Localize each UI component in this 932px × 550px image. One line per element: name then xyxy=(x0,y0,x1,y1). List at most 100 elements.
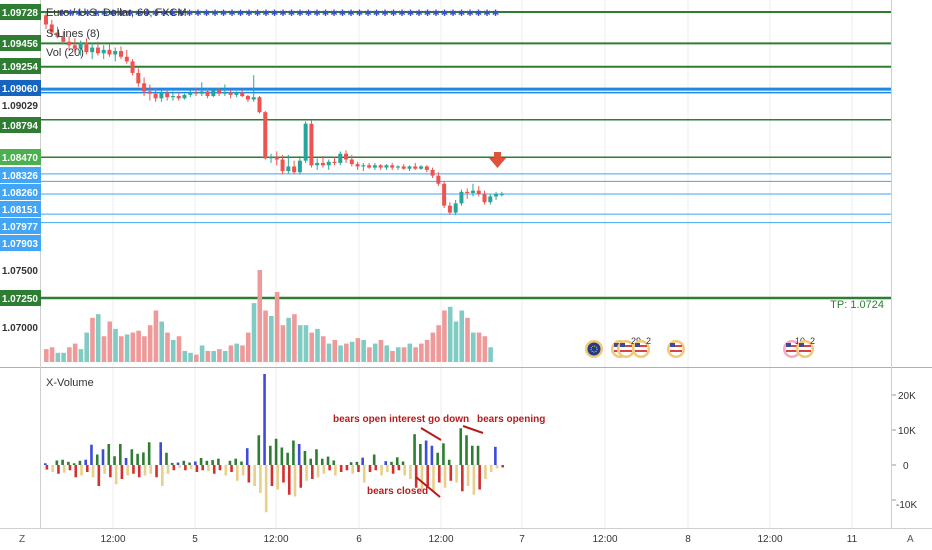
xvolume-bar-positive xyxy=(430,445,434,465)
session-marker: ✱ xyxy=(237,8,245,18)
xvolume-bar-positive xyxy=(257,435,261,465)
volume-bar xyxy=(240,345,245,362)
xvolume-bar-negative xyxy=(114,465,118,485)
session-marker: ✱ xyxy=(415,8,423,18)
xvolume-bar-positive xyxy=(384,461,388,465)
xvolume-bar-negative xyxy=(391,465,395,474)
xvolume-bar-positive xyxy=(315,449,318,465)
candle-body xyxy=(188,92,193,95)
session-marker: ✱ xyxy=(203,8,211,18)
xvolume-bar-negative xyxy=(91,465,95,478)
volume-bar xyxy=(124,334,130,362)
xvolume-bar-positive xyxy=(349,462,353,465)
volume-bar xyxy=(176,336,182,362)
volume-bar xyxy=(355,338,361,362)
volume-bar xyxy=(465,317,470,362)
xvolume-bar-positive xyxy=(424,440,428,465)
xvolume-bar-negative xyxy=(368,465,372,472)
xvolume-bar-positive xyxy=(182,460,186,465)
session-marker: ✱ xyxy=(135,8,143,18)
candle-body xyxy=(297,160,302,173)
volume-bar xyxy=(297,325,303,362)
price-label-badge xyxy=(0,149,41,165)
volume-bar xyxy=(49,347,55,362)
time-tick: 11 xyxy=(847,534,858,545)
price-labels[interactable]: 1.09728 1.09456 1.09254 1.09060 1.09029 1.087… xyxy=(0,4,41,334)
session-marker: ✱ xyxy=(398,8,406,18)
volume-bar xyxy=(234,343,240,362)
xvolume-bar-positive xyxy=(170,462,174,465)
indicator-volume[interactable]: Vol (20) xyxy=(46,47,84,59)
candle-body xyxy=(286,166,291,172)
session-marker: ✱ xyxy=(458,8,466,18)
xvolume-bar-positive xyxy=(447,459,451,465)
indicator-slines[interactable]: S-Lines (8) xyxy=(46,28,100,40)
price-label-badge xyxy=(0,218,41,234)
volume-bar xyxy=(395,347,401,362)
price-label: 1.07250 xyxy=(2,294,39,305)
xvolume-tick: -10K xyxy=(896,500,917,511)
session-marker: ✱ xyxy=(322,8,330,18)
candle-body xyxy=(222,92,227,94)
volume-bar xyxy=(442,310,447,362)
candle-body xyxy=(72,45,77,49)
xvolume-bar-negative xyxy=(45,465,49,470)
auto-scale-button[interactable]: A xyxy=(907,534,914,545)
xvolume-bar-negative xyxy=(461,465,464,492)
us-flag-icon[interactable] xyxy=(632,340,650,358)
volume-bar xyxy=(170,339,176,362)
candle-body xyxy=(78,42,83,49)
time-tick: 5 xyxy=(192,534,198,545)
xvolume-bar-positive xyxy=(286,452,289,465)
candle-body xyxy=(101,49,106,54)
session-marker: ✱ xyxy=(339,8,347,18)
us-flag-icon[interactable] xyxy=(667,340,685,358)
xvolume-bar-negative xyxy=(207,465,210,472)
xvolume-bar-negative xyxy=(68,465,72,471)
price-label-badge xyxy=(0,4,41,20)
price-label: 1.08470 xyxy=(2,153,39,164)
xvolume-bars xyxy=(44,374,505,513)
xvolume-bar-negative xyxy=(409,465,412,479)
volume-bar xyxy=(72,343,78,362)
time-tick: 12:00 xyxy=(263,534,288,545)
us-flag-icon[interactable] xyxy=(783,340,801,358)
xvolume-bar-positive xyxy=(269,445,272,465)
xvolume-bar-positive xyxy=(465,435,468,465)
zoom-button[interactable]: Z xyxy=(19,534,25,545)
economic-events[interactable]: 29 2 10 2 xyxy=(585,336,815,358)
candle-body xyxy=(153,93,158,99)
eu-flag-icon[interactable] xyxy=(585,340,603,358)
candle-body xyxy=(499,194,504,196)
us-flag-icon[interactable] xyxy=(796,340,814,358)
xvolume-bar-negative xyxy=(230,465,233,472)
price-label-badge xyxy=(0,201,41,217)
volume-bar xyxy=(401,347,407,362)
time-axis[interactable]: 12:00 5 12:00 6 12:00 7 12:00 8 12:00 11 xyxy=(100,534,857,545)
session-marker: ✱ xyxy=(313,8,321,18)
xvolume-axis[interactable]: 20K 10K 0 -10K xyxy=(892,391,917,511)
session-marker: ✱ xyxy=(58,8,66,18)
session-marker: ✱ xyxy=(177,8,185,18)
volume-bar xyxy=(228,345,234,362)
session-marker: ✱ xyxy=(441,8,449,18)
volume-bar xyxy=(459,310,465,362)
price-label: 1.07903 xyxy=(2,239,39,250)
candle-body xyxy=(44,15,48,25)
session-marker: ✱ xyxy=(432,8,440,18)
session-marker: ✱ xyxy=(220,8,228,18)
candle-body xyxy=(194,92,199,94)
candle-body xyxy=(84,42,89,53)
xvolume-bar-negative xyxy=(351,465,355,474)
xvolume-bar-negative xyxy=(247,465,251,483)
session-marker: ✱ xyxy=(381,8,389,18)
session-marker: ✱ xyxy=(305,8,313,18)
xvolume-bar-positive xyxy=(320,458,324,465)
session-marker: ✱ xyxy=(347,8,355,18)
xvolume-bar-negative xyxy=(362,465,366,483)
us-flag-icon[interactable] xyxy=(617,340,635,358)
xvolume-bar-negative xyxy=(501,465,505,468)
volume-bar xyxy=(182,350,188,362)
volume-bar xyxy=(430,332,436,362)
candle-body xyxy=(419,166,424,169)
